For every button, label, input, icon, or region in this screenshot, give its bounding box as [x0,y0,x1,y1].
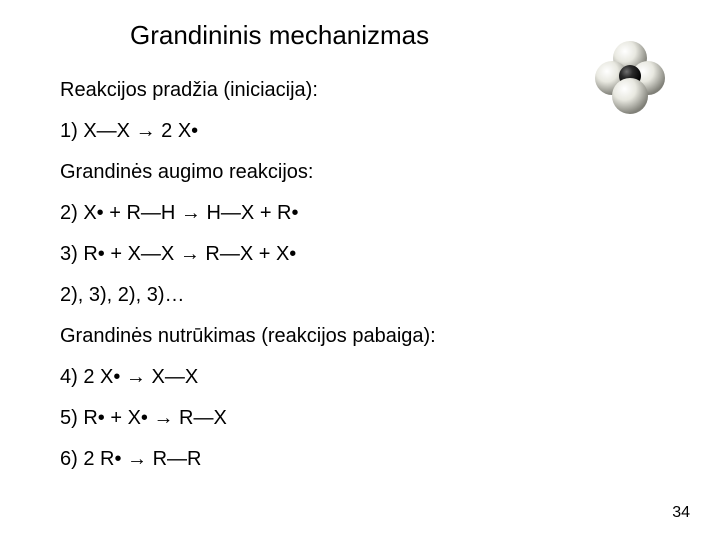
text-line: 2) X• + R—H → H—X + R• [60,202,660,225]
text-line: 2), 3), 2), 3)… [60,284,660,307]
text-line: Grandinės nutrūkimas (reakcijos pabaiga)… [60,325,660,348]
text-line: 5) R• + X• → R—X [60,407,660,430]
text-line: Reakcijos pradžia (iniciacija): [60,79,660,102]
slide-title: Grandininis mechanizmas [130,20,660,51]
page-number: 34 [672,504,690,522]
text-line: Grandinės augimo reakcijos: [60,161,660,184]
text-line: 4) 2 X• → X—X [60,366,660,389]
text-line: 3) R• + X—X → R—X + X• [60,243,660,266]
molecule-icon [590,40,670,120]
text-line: 6) 2 R• → R—R [60,448,660,471]
text-line: 1) X—X → 2 X• [60,120,660,143]
